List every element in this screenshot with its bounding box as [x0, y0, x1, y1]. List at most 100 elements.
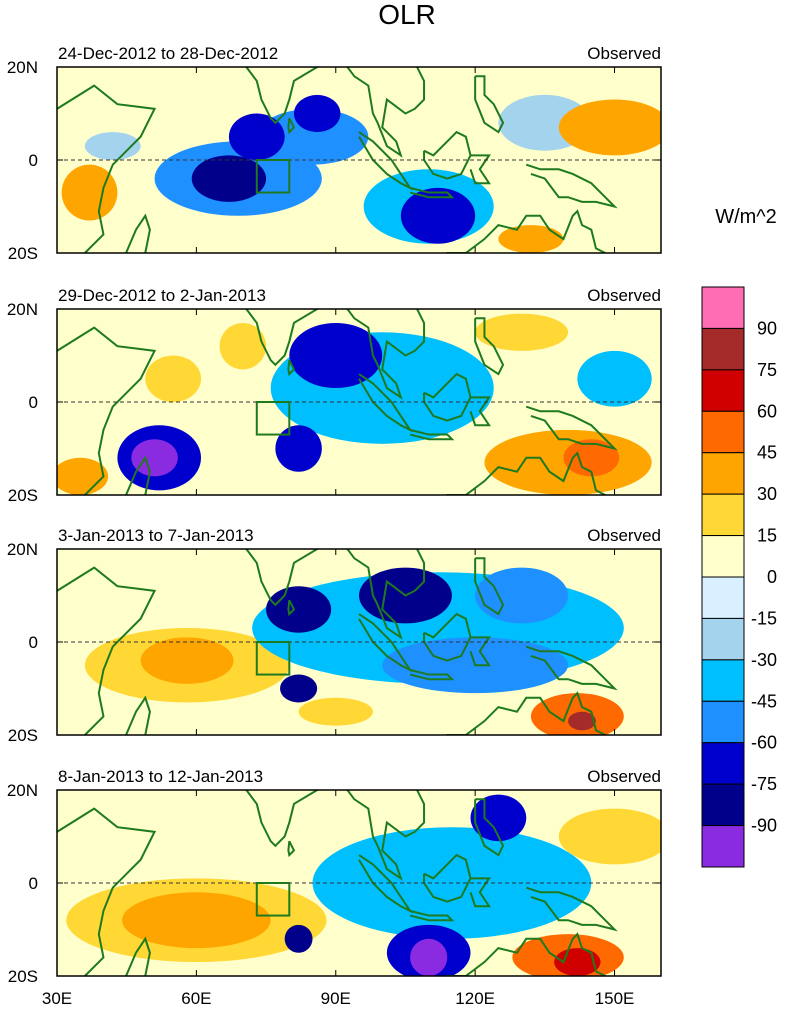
coastline — [469, 154, 491, 185]
coastline — [124, 695, 151, 735]
coastline — [525, 163, 618, 209]
anomaly-region — [289, 322, 383, 389]
coastline — [474, 317, 505, 376]
colorbar-label: 60 — [757, 401, 777, 421]
colorbar: -90 -75 -60 -45 -30 -15 0 15 30 45 60 75 90 — [701, 286, 777, 868]
x-tick-label: 150E — [595, 989, 635, 1008]
colorbar-label: -15 — [751, 608, 777, 628]
colorbar-label: 45 — [757, 443, 777, 463]
colorbar-swatch — [701, 327, 745, 371]
colorbar-swatch — [701, 493, 745, 537]
coastline — [446, 209, 607, 253]
anomaly-region — [191, 155, 267, 202]
colorbar-swatch — [701, 617, 745, 661]
colorbar-label: -90 — [751, 816, 777, 836]
colorbar-swatch — [701, 700, 745, 744]
panel-period: 24-Dec-2012 to 28-Dec-2012 — [58, 44, 278, 63]
anomaly-field — [57, 790, 661, 976]
anomaly-region — [131, 439, 178, 477]
panel-1: 20N 0 20S 24-Dec-2012 to 28-Dec-2012 Observe… — [7, 44, 662, 263]
colorbar-swatch — [701, 576, 745, 619]
panels-group: 20N 0 20S 24-Dec-2012 to 28-Dec-2012 Observe… — [7, 44, 662, 986]
anomaly-region — [122, 892, 271, 949]
region-box — [255, 401, 291, 436]
coastline — [446, 451, 607, 495]
anomaly-region — [558, 99, 661, 156]
coastline — [245, 790, 319, 848]
coastline — [525, 405, 618, 451]
anomaly-region — [145, 355, 202, 402]
anomaly-region — [140, 637, 234, 684]
anomaly-region — [57, 457, 109, 495]
colorbar-swatch — [701, 535, 745, 578]
y-tick-label: 20S — [8, 726, 38, 745]
coastline — [346, 67, 426, 158]
colorbar-swatch — [701, 286, 745, 329]
anomaly-region — [400, 187, 476, 244]
colorbar-label: 30 — [757, 484, 777, 504]
coastline — [57, 807, 157, 976]
anomaly-region — [568, 711, 596, 731]
coastline — [446, 691, 607, 735]
coastline — [287, 359, 296, 377]
y-tick-label: 0 — [29, 151, 38, 170]
coastline — [124, 936, 151, 976]
x-tick-label: 60E — [181, 989, 211, 1008]
panel-label: Observed — [587, 286, 661, 305]
coastline — [346, 549, 426, 640]
y-tick-label: 20S — [8, 967, 38, 986]
coastline — [525, 886, 618, 932]
coastline — [525, 645, 618, 691]
x-tick-label: 120E — [455, 989, 495, 1008]
anomaly-region — [275, 425, 322, 472]
coastline — [287, 599, 296, 617]
coastline — [57, 566, 157, 735]
coastline — [469, 396, 491, 427]
coastline — [346, 790, 426, 881]
y-tick-label: 0 — [29, 393, 38, 412]
coastline — [124, 455, 151, 495]
colorbar-label: 90 — [757, 318, 777, 338]
panel-period: 3-Jan-2013 to 7-Jan-2013 — [58, 526, 254, 545]
panel-2: 20N 0 20S 29-Dec-2012 to 2-Jan-2013 Observed — [7, 286, 662, 505]
anomaly-region — [475, 313, 569, 351]
y-tick-label: 20S — [8, 486, 38, 505]
y-tick-label: 0 — [29, 633, 38, 652]
panel-4: 20N 0 20S 8-Jan-2013 to 12-Jan-2013 Observed — [7, 767, 662, 986]
colorbar-swatch — [701, 410, 745, 454]
coastline — [57, 84, 157, 253]
region-box — [255, 641, 291, 676]
y-tick-label: 20N — [7, 540, 38, 559]
coastline — [346, 309, 426, 400]
coastline — [474, 75, 505, 134]
colorbar-swatch — [701, 783, 745, 827]
colorbar-swatch — [701, 659, 745, 702]
y-tick-label: 20N — [7, 58, 38, 77]
coastline — [474, 557, 505, 616]
region-box — [255, 159, 291, 194]
coastline — [287, 840, 296, 858]
panel-label: Observed — [587, 767, 661, 786]
panel-label: Observed — [587, 526, 661, 545]
anomaly-region — [280, 674, 318, 703]
colorbar-label: 0 — [767, 567, 777, 587]
coastline — [57, 326, 157, 495]
anomaly-region — [475, 567, 569, 624]
anomaly-field — [57, 309, 652, 495]
coastline — [446, 932, 607, 976]
coastline — [409, 909, 455, 922]
colorbar-label: 15 — [757, 526, 777, 546]
anomaly-region — [293, 94, 341, 133]
panel-period: 29-Dec-2012 to 2-Jan-2013 — [58, 286, 266, 305]
coastline — [474, 798, 505, 857]
coastline — [287, 117, 296, 135]
y-tick-label: 20S — [8, 244, 38, 263]
colorbar-label: -30 — [751, 650, 777, 670]
colorbar-swatch — [701, 742, 745, 785]
anomaly-region — [284, 924, 313, 953]
anomaly-region — [84, 132, 141, 160]
coastline — [469, 877, 491, 908]
coastline — [409, 186, 455, 199]
panel-period: 8-Jan-2013 to 12-Jan-2013 — [58, 767, 263, 786]
colorbar-label: -75 — [751, 774, 777, 794]
